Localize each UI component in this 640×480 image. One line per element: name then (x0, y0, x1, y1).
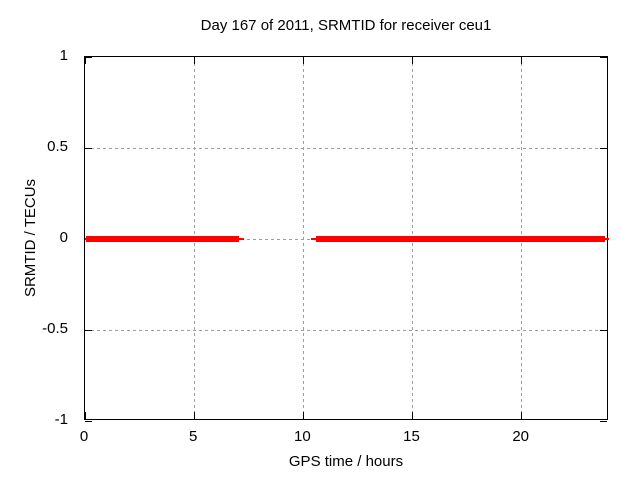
y-tick-left (85, 420, 92, 422)
series-line (86, 236, 239, 242)
x-axis-label: GPS time / hours (288, 453, 404, 470)
x-tick-bottom (84, 412, 86, 419)
x-tick-label: 15 (403, 428, 420, 445)
chart-title: Day 167 of 2011, SRMTID for receiver ceu… (200, 17, 492, 34)
x-tick-bottom (521, 412, 523, 419)
y-tick-left (85, 56, 92, 58)
x-gridline (302, 57, 304, 419)
plot-area (84, 56, 609, 422)
x-tick-bottom (302, 412, 304, 419)
x-tick-label: 0 (79, 428, 89, 445)
y-gridline (85, 329, 607, 331)
x-tick-top (193, 57, 195, 64)
y-tick-label: -0.5 (42, 320, 68, 337)
y-tick-label: 0.5 (47, 138, 68, 155)
x-tick-label: 5 (188, 428, 198, 445)
y-tick-right (600, 56, 607, 58)
x-tick-bottom (412, 412, 413, 419)
y-tick-left (85, 329, 92, 331)
y-tick-right (600, 147, 607, 149)
y-tick-label: 0 (59, 229, 68, 246)
x-tick-top (84, 57, 86, 64)
y-tick-right (600, 329, 607, 331)
y-tick-label: -1 (54, 411, 68, 428)
y-tick-label: 1 (59, 47, 68, 64)
x-tick-label: 10 (293, 428, 311, 445)
x-tick-bottom (193, 412, 195, 419)
y-tick-right (600, 420, 607, 422)
x-tick-top (302, 57, 304, 64)
y-tick-left (85, 147, 92, 149)
series-line (315, 236, 606, 242)
x-tick-top (521, 57, 523, 64)
y-gridline (85, 147, 607, 149)
x-tick-top (412, 57, 413, 64)
x-tick-label: 20 (512, 428, 529, 445)
